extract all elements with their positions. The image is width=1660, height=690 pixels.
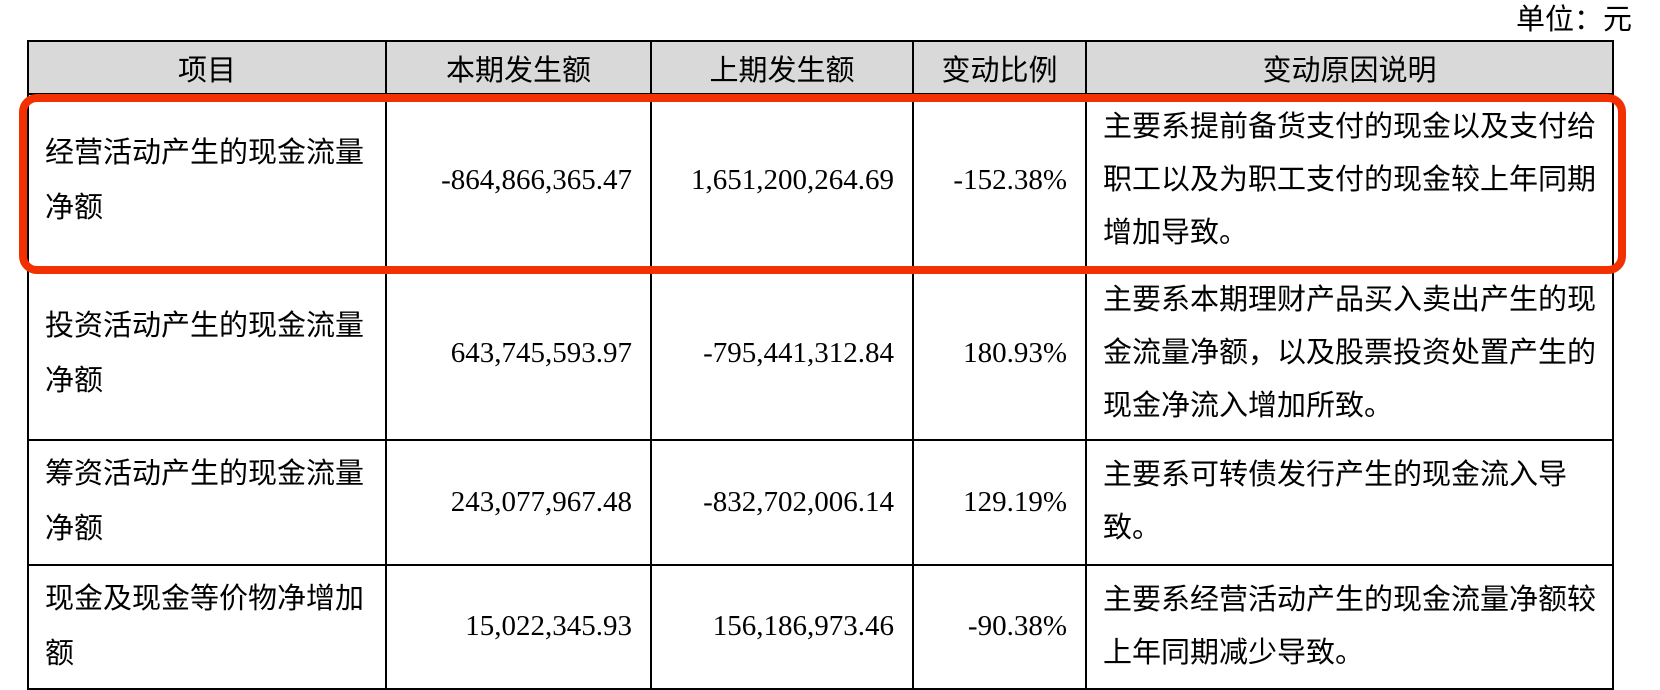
- header-item: 项目: [27, 40, 387, 95]
- header-change-ratio: 变动比例: [912, 40, 1087, 95]
- header-row: 项目 本期发生额 上期发生额 变动比例 变动原因说明: [27, 40, 1614, 95]
- change-reason: 主要系本期理财产品买入卖出产生的现金流量净额，以及股票投资处置产生的现金净流入增…: [1085, 266, 1614, 442]
- change-reason: 主要系可转债发行产生的现金流入导致。: [1085, 439, 1614, 566]
- item-label: 经营活动产生的现金流量净额: [27, 92, 387, 269]
- change-ratio: -152.38%: [912, 92, 1087, 269]
- change-ratio: 180.93%: [912, 266, 1087, 442]
- change-reason: 主要系提前备货支付的现金以及支付给职工以及为职工支付的现金较上年同期增加导致。: [1085, 92, 1614, 269]
- item-label: 现金及现金等价物净增加额: [27, 563, 387, 690]
- previous-period-amount: -832,702,006.14: [650, 439, 914, 566]
- current-period-amount: 243,077,967.48: [385, 439, 652, 566]
- table-row-financing-cash-flow: 筹资活动产生的现金流量净额 243,077,967.48 -832,702,00…: [27, 439, 1614, 566]
- change-reason: 主要系经营活动产生的现金流量净额较上年同期减少导致。: [1085, 563, 1614, 690]
- table-header: 项目 本期发生额 上期发生额 变动比例 变动原因说明: [27, 40, 1614, 95]
- previous-period-amount: -795,441,312.84: [650, 266, 914, 442]
- table-body: 经营活动产生的现金流量净额 -864,866,365.47 1,651,200,…: [27, 92, 1614, 690]
- header-change-reason: 变动原因说明: [1085, 40, 1614, 95]
- header-previous-period: 上期发生额: [650, 40, 914, 95]
- current-period-amount: -864,866,365.47: [385, 92, 652, 269]
- previous-period-amount: 1,651,200,264.69: [650, 92, 914, 269]
- previous-period-amount: 156,186,973.46: [650, 563, 914, 690]
- table-row-investing-cash-flow: 投资活动产生的现金流量净额 643,745,593.97 -795,441,31…: [27, 266, 1614, 442]
- change-ratio: 129.19%: [912, 439, 1087, 566]
- change-ratio: -90.38%: [912, 563, 1087, 690]
- header-current-period: 本期发生额: [385, 40, 652, 95]
- table-row-operating-cash-flow: 经营活动产生的现金流量净额 -864,866,365.47 1,651,200,…: [27, 92, 1614, 269]
- item-label: 投资活动产生的现金流量净额: [27, 266, 387, 442]
- unit-label: 单位：元: [1515, 4, 1632, 36]
- cash-flow-change-table: 项目 本期发生额 上期发生额 变动比例 变动原因说明 经营活动产生的现金流量净额…: [27, 40, 1614, 690]
- item-label: 筹资活动产生的现金流量净额: [27, 439, 387, 566]
- current-period-amount: 15,022,345.93: [385, 563, 652, 690]
- table-row-net-increase-cash: 现金及现金等价物净增加额 15,022,345.93 156,186,973.4…: [27, 563, 1614, 690]
- current-period-amount: 643,745,593.97: [385, 266, 652, 442]
